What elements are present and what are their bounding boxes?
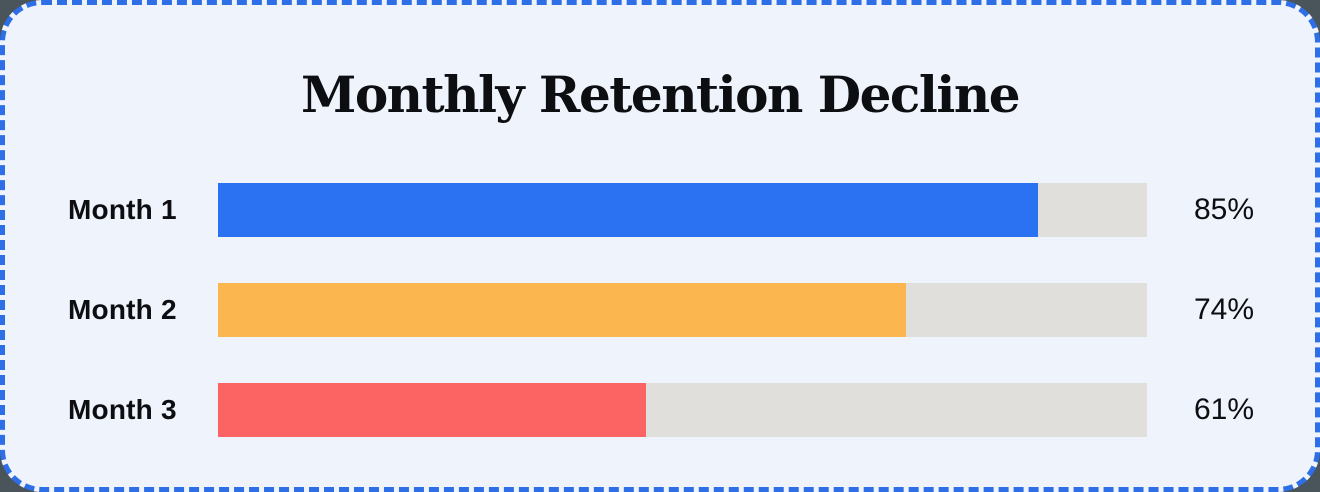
bar-label: Month 3 (68, 394, 177, 425)
bar-fill (218, 183, 1039, 237)
bar-row-month-3: Month 3 61% (68, 383, 1257, 437)
bar-row-month-1: Month 1 85% (68, 183, 1257, 237)
bar-track (218, 283, 1147, 337)
bar-track (218, 183, 1147, 237)
bar-value: 61% (1193, 393, 1254, 426)
bar-fill (218, 283, 907, 337)
bar-row-month-2: Month 2 74% (68, 283, 1257, 337)
chart-title: Monthly Retention Decline (300, 65, 1021, 124)
bar-track (218, 383, 1147, 437)
bar-value: 85% (1193, 193, 1254, 226)
bar-fill (218, 383, 647, 437)
bar-chart: Month 1 85% Month 2 74% Month 3 61% (68, 183, 1257, 483)
bar-label: Month 2 (68, 294, 177, 325)
bar-value: 74% (1193, 293, 1254, 326)
bar-label: Month 1 (68, 194, 177, 225)
